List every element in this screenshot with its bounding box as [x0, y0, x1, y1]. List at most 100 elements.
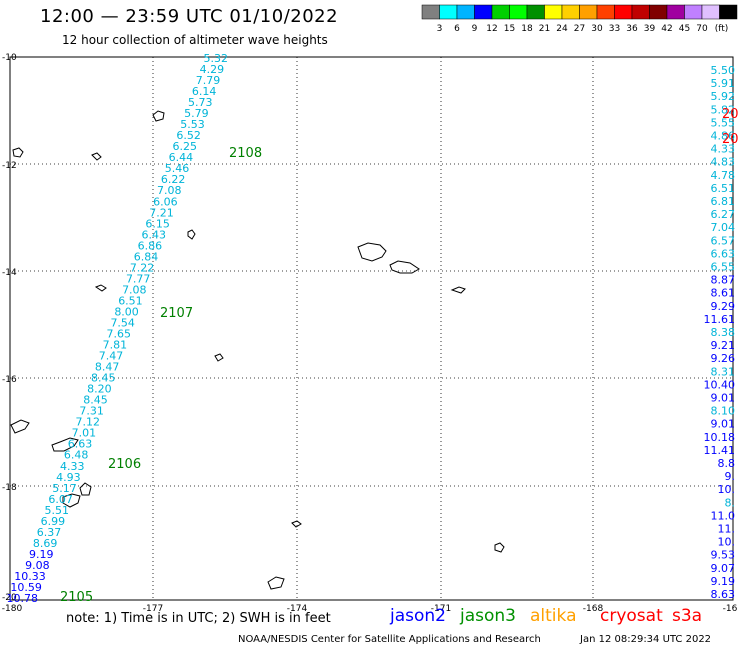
- right-wave-height-label: 6.81: [711, 195, 736, 208]
- legend-swatch: [631, 4, 650, 20]
- wave-height-label: 8.69: [33, 537, 58, 550]
- wave-height-label: 6.44: [169, 151, 194, 164]
- legend-swatch: [439, 4, 458, 20]
- wave-height-label: 6.84: [134, 250, 159, 263]
- legend-swatch: [596, 4, 615, 20]
- wave-height-label: 5.73: [188, 96, 213, 109]
- legend-swatch: [456, 4, 475, 20]
- island-outline: [291, 520, 302, 528]
- right-wave-height-label: 8.63: [711, 588, 736, 601]
- wave-height-label: 4.93: [56, 471, 81, 484]
- legend-swatch: [544, 4, 563, 20]
- right-wave-height-label: 11.61: [704, 313, 736, 326]
- wave-height-label: 10.59: [10, 581, 42, 594]
- island-outline: [10, 419, 30, 434]
- wave-height-label: 5.53: [180, 118, 205, 131]
- legend-tick-label: 30: [591, 24, 603, 34]
- legend-tick-label: 70: [696, 24, 708, 34]
- right-wave-height-label: 10.40: [704, 378, 736, 391]
- legend-swatch: [719, 4, 738, 20]
- wave-height-label: 6.63: [68, 438, 93, 451]
- wave-height-label: 6.25: [172, 140, 197, 153]
- satellite-label-jason3: jason3: [460, 606, 516, 626]
- wave-height-label: 10.33: [14, 570, 46, 583]
- wave-height-label: 6.14: [192, 85, 217, 98]
- lat-tick-label: -12: [2, 161, 17, 171]
- wave-height-label: 7.21: [149, 206, 174, 219]
- right-wave-height-label: 9.07: [711, 562, 736, 575]
- wave-height-label: 7.31: [79, 405, 104, 418]
- wave-height-label: 7.01: [72, 427, 97, 440]
- right-wave-height-label: 6.63: [711, 247, 736, 260]
- wave-height-label: 10.78: [7, 592, 39, 605]
- wave-height-label: 7.81: [103, 339, 128, 352]
- legend-tick-label: 9: [472, 24, 478, 34]
- legend-swatch: [579, 4, 598, 20]
- legend-tick-label: 45: [679, 24, 690, 34]
- timestamp: Jan 12 08:29:34 UTC 2022: [580, 634, 712, 645]
- legend-swatch: [684, 4, 703, 20]
- legend-tick-label: 6: [454, 24, 460, 34]
- right-wave-height-label: 9.21: [711, 339, 736, 352]
- lat-tick-label: -10: [2, 53, 17, 63]
- right-wave-height-label: 11.: [718, 523, 736, 536]
- wave-height-label: 5.79: [184, 107, 209, 120]
- wave-height-label: 8.20: [87, 383, 112, 396]
- right-wave-height-label: 10.: [718, 536, 736, 549]
- wave-height-label: 6.48: [64, 449, 89, 462]
- lat-tick-label: -14: [2, 268, 17, 278]
- legend-tick-label: 39: [644, 24, 656, 34]
- right-wave-height-label: 8.61: [711, 287, 736, 300]
- wave-height-label: 6.37: [37, 526, 62, 539]
- legend-tick-label: 15: [504, 24, 515, 34]
- island-outline: [357, 242, 387, 262]
- lon-tick-label: -174: [287, 604, 308, 614]
- track-pass-label: 2105: [60, 590, 93, 605]
- right-wave-height-label: 4.33: [711, 143, 736, 156]
- legend-swatch: [649, 4, 668, 20]
- wave-height-label: 5.17: [52, 482, 77, 495]
- wave-height-label: 6.15: [145, 217, 170, 230]
- wave-height-label: 6.99: [41, 515, 66, 528]
- legend-swatch: [561, 4, 580, 20]
- legend-swatch: [474, 4, 493, 20]
- right-wave-height-label: 9.29: [711, 300, 736, 313]
- legend-swatch: [526, 4, 545, 20]
- wave-height-label: 7.77: [126, 272, 151, 285]
- legend-swatch: [701, 4, 720, 20]
- right-wave-height-label: 8.: [725, 496, 736, 509]
- legend-tick-label: 27: [574, 24, 585, 34]
- wave-height-label: 7.54: [110, 316, 135, 329]
- wave-height-label: 6.43: [141, 228, 166, 241]
- right-wave-height-label: 8.38: [711, 326, 736, 339]
- island-outline: [94, 284, 107, 292]
- wave-height-label: 7.22: [130, 261, 155, 274]
- lon-tick-label: -168: [583, 604, 604, 614]
- legend-tick-label: 33: [609, 24, 620, 34]
- wave-height-label: 6.22: [161, 173, 186, 186]
- legend-tick-label: 24: [556, 24, 568, 34]
- satellite-label-jason2: jason2: [390, 606, 446, 626]
- island-outline: [214, 353, 224, 362]
- legend-tick-label: 42: [661, 24, 672, 34]
- wave-height-label: 9.19: [29, 548, 54, 561]
- lon-tick-label: -16: [723, 604, 738, 614]
- right-wave-height-label: 5.92: [711, 90, 736, 103]
- satellite-label-s3a: s3a: [672, 606, 703, 626]
- legend-unit-label: (ft): [715, 24, 729, 34]
- right-wave-height-label: 4.78: [711, 169, 736, 182]
- right-wave-height-label: 4.83: [711, 156, 736, 169]
- island-outline: [91, 152, 102, 161]
- right-wave-height-label: 9.01: [711, 392, 736, 405]
- right-track-label: 20: [722, 107, 739, 122]
- wave-height-label: 7.12: [76, 416, 101, 429]
- wave-height-label: 8.00: [114, 305, 139, 318]
- right-wave-height-label: 5.91: [711, 77, 736, 90]
- wave-height-label: 6.86: [138, 239, 163, 252]
- legend-swatch: [666, 4, 685, 20]
- wave-height-label: 8.47: [95, 361, 120, 374]
- right-wave-height-label: 4.86: [711, 130, 736, 143]
- right-wave-height-label: 6.57: [711, 234, 736, 247]
- island-outline: [79, 482, 92, 496]
- right-wave-height-label: 8.10: [711, 405, 736, 418]
